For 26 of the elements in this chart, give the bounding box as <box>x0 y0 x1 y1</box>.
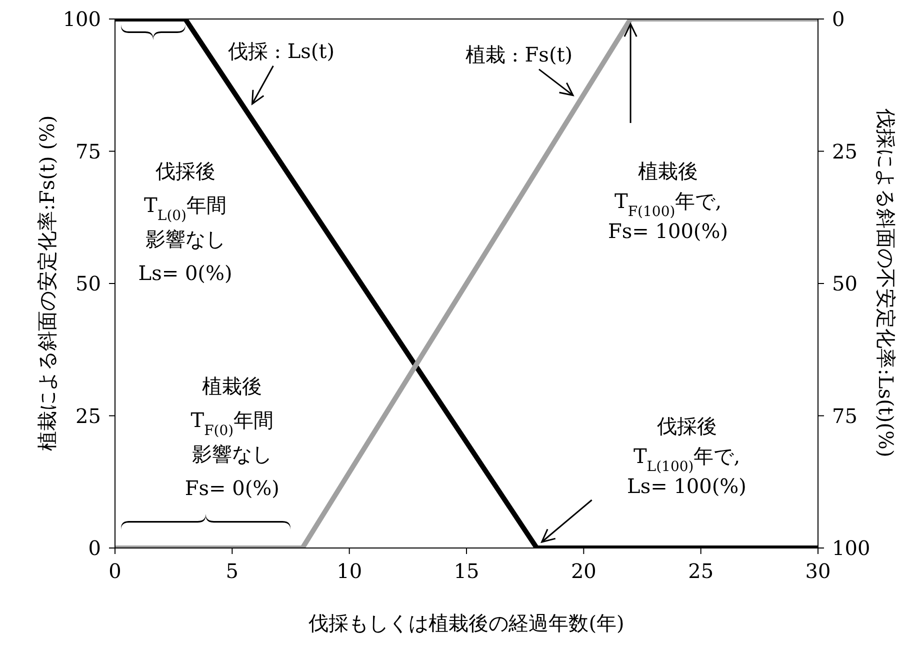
x-tick-label: 20 <box>570 559 596 584</box>
y-tick-label: 0 <box>88 536 101 560</box>
series-label: 植栽 : Fs(t) <box>465 42 573 66</box>
y-tick-label: 25 <box>76 404 101 428</box>
series-label: 伐採 : Ls(t) <box>228 38 335 63</box>
y2-tick-label: 100 <box>832 536 870 560</box>
y-tick-label: 75 <box>76 139 101 164</box>
annotation: 伐採後 T$_{L(0)}$年間影響なし Ls= 0(%) <box>138 159 232 285</box>
annotation: 植栽後 T$_{F(0)}$年間影響なし Fs= 0(%) <box>184 374 280 500</box>
y-axis-title: 植栽による斜面の安定化率:Fs(t) (%) <box>35 115 60 451</box>
x-tick-label: 10 <box>336 559 362 584</box>
x-tick-label: 30 <box>805 559 831 584</box>
annotation: 植栽後 T$_{F(100)}$年で, Fs= 100(%) <box>608 159 728 243</box>
y2-axis-title: 伐採による斜面の不安定化率:Ls(t)(%) <box>874 108 898 458</box>
x-tick-label: 15 <box>454 559 480 584</box>
y2-tick-label: 50 <box>832 272 858 296</box>
annotation: 伐採後 T$_{L(100)}$年で, Ls= 100(%) <box>627 414 746 498</box>
y-tick-label: 100 <box>62 7 101 32</box>
y2-tick-label: 75 <box>832 404 858 428</box>
y2-tick-label: 0 <box>832 7 845 32</box>
x-tick-label: 25 <box>688 559 714 584</box>
y-tick-label: 50 <box>76 272 101 296</box>
x-axis-title: 伐採もしくは植栽後の経過年数(年) <box>308 611 624 635</box>
x-tick-label: 5 <box>226 559 239 584</box>
x-tick-label: 0 <box>108 559 122 584</box>
y2-tick-label: 25 <box>832 139 858 164</box>
